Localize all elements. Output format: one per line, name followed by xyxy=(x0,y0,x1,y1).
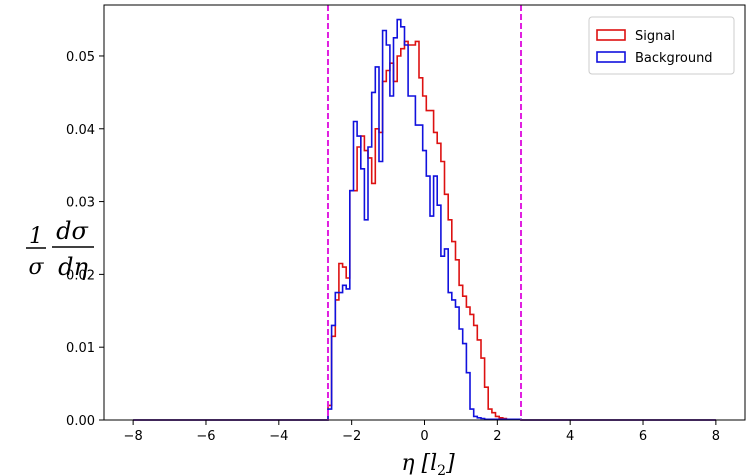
x-axis-label: η [l2] xyxy=(401,451,455,476)
svg-text:dη: dη xyxy=(58,253,88,281)
x-tick-label: −6 xyxy=(196,429,215,444)
legend-swatch-background xyxy=(596,51,626,63)
series-layer xyxy=(133,18,716,421)
legend: Signal Background xyxy=(588,16,735,75)
x-tick-label: 0 xyxy=(420,429,428,444)
series-line-background xyxy=(133,18,716,421)
x-axis-ticks: −8 −6 −4 −2 0 2 4 6 8 xyxy=(124,420,720,444)
series-line-signal xyxy=(133,40,716,421)
svg-text:dσ: dσ xyxy=(56,217,88,245)
legend-label-background: Background xyxy=(635,51,713,66)
legend-label-signal: Signal xyxy=(635,29,675,44)
y-tick-label: 0.02 xyxy=(66,268,95,283)
x-tick-label: 6 xyxy=(639,429,647,444)
x-tick-label: −8 xyxy=(124,429,143,444)
x-tick-label: −4 xyxy=(269,429,288,444)
y-tick-label: 0.01 xyxy=(66,341,95,356)
x-tick-label: 8 xyxy=(712,429,720,444)
cut-lines xyxy=(326,5,523,420)
svg-text:σ: σ xyxy=(28,255,44,280)
legend-swatch-signal xyxy=(596,29,626,41)
x-tick-label: 2 xyxy=(493,429,501,444)
y-axis-label: 1 σ dσ dη xyxy=(26,217,94,281)
svg-text:1: 1 xyxy=(29,224,43,249)
x-tick-label: −2 xyxy=(342,429,361,444)
y-axis-ticks: 0.00 0.01 0.02 0.03 0.04 0.05 xyxy=(66,50,104,429)
y-tick-label: 0.04 xyxy=(66,123,95,138)
y-tick-label: 0.03 xyxy=(66,196,95,211)
x-tick-label: 4 xyxy=(566,429,574,444)
y-tick-label: 0.00 xyxy=(66,414,95,429)
y-tick-label: 0.05 xyxy=(66,50,95,65)
